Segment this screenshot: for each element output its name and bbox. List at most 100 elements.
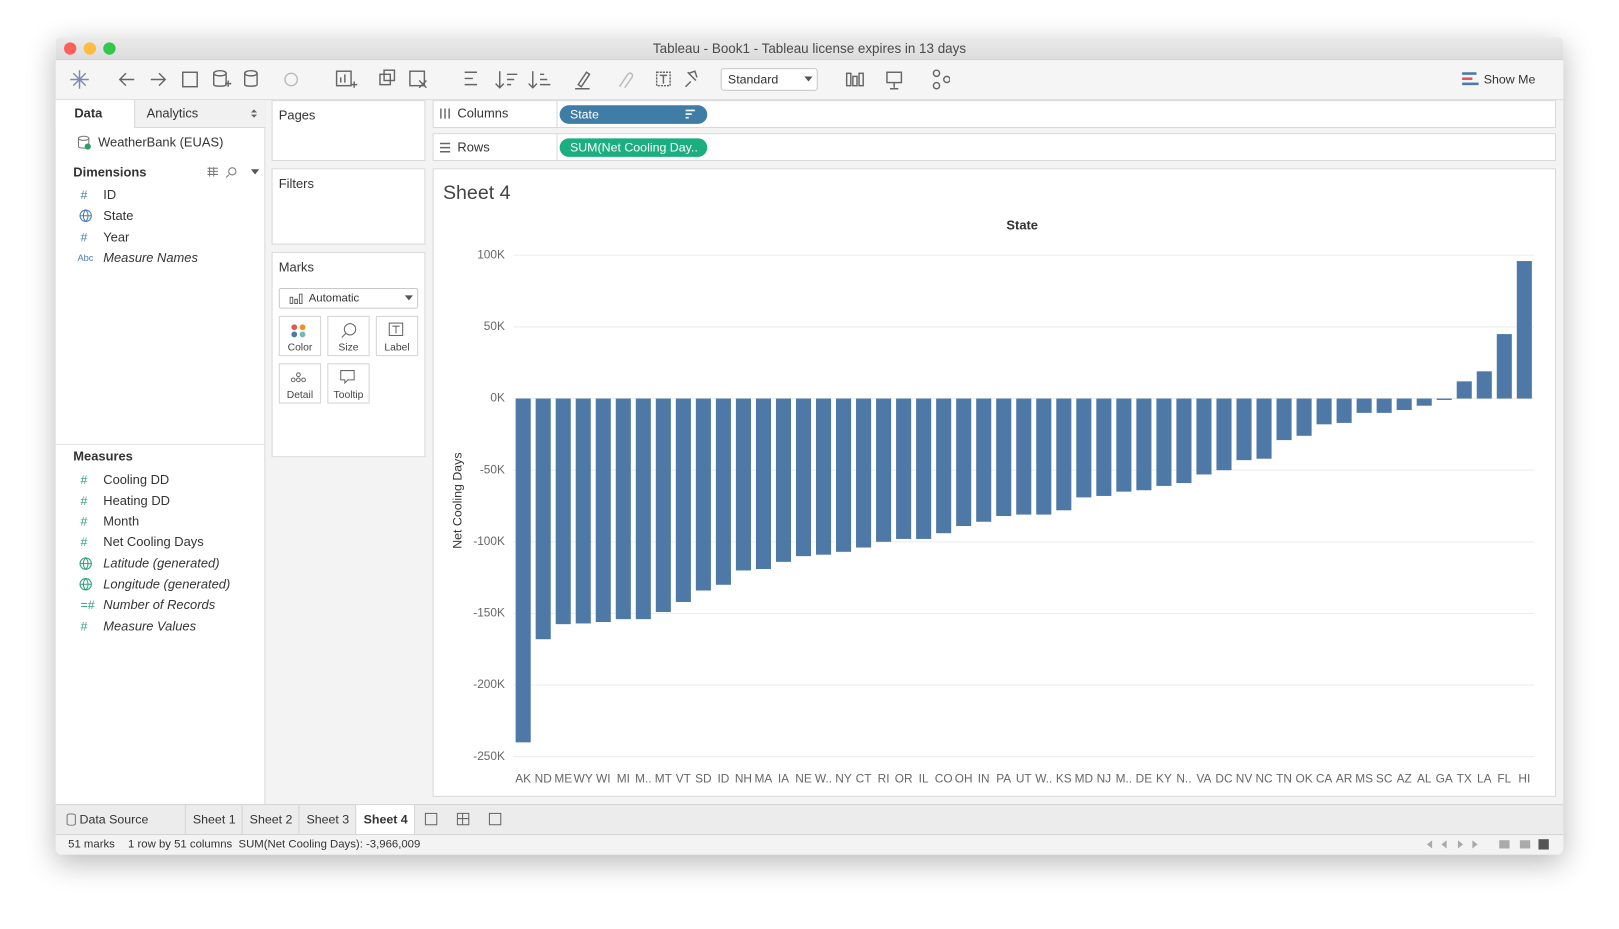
columns-pill[interactable] <box>559 105 708 124</box>
x-tick-label: WI <box>596 771 611 785</box>
analytics-tab[interactable]: Analytics <box>146 106 199 121</box>
globe-icon <box>79 209 92 223</box>
pages-card[interactable] <box>271 100 426 162</box>
globe-lines <box>80 557 92 570</box>
new-worksheet-tab[interactable] <box>424 812 438 826</box>
toolbar-icons <box>70 69 950 90</box>
detail-dot <box>296 372 301 378</box>
x-tick-label: SD <box>695 771 711 785</box>
bar <box>856 398 872 548</box>
analytics-tab-bg[interactable] <box>134 100 266 128</box>
field-name[interactable]: Net Cooling Days <box>103 535 204 550</box>
mark-button[interactable] <box>327 363 370 404</box>
show-me-button[interactable]: Show Me <box>1483 72 1536 87</box>
datasource-icon <box>77 135 91 150</box>
close-button[interactable] <box>64 42 77 55</box>
pause-updates[interactable] <box>243 69 258 87</box>
filters-card[interactable] <box>271 168 426 245</box>
mark-button[interactable] <box>278 315 322 357</box>
field-name[interactable]: Measure Names <box>103 250 198 266</box>
mark-button-label: Detail <box>286 389 314 402</box>
field-name[interactable]: ID <box>103 187 117 203</box>
sheet-tab-label: Sheet 3 <box>306 812 350 827</box>
new-worksheet[interactable] <box>335 70 358 88</box>
field-name[interactable]: Longitude (generated) <box>103 577 231 592</box>
new-story-tab[interactable] <box>488 812 502 826</box>
bar <box>836 398 852 552</box>
x-tick-label: IA <box>778 771 789 785</box>
x-tick-label: N.. <box>1176 771 1191 785</box>
columns-pill-label: State <box>569 107 599 122</box>
y-tick-label: 0K <box>490 391 505 405</box>
y-tick-label: -150K <box>473 606 505 620</box>
swap[interactable] <box>464 71 478 86</box>
minimize-button[interactable] <box>83 42 97 55</box>
field-name[interactable]: Number of Records <box>103 597 216 613</box>
bar <box>1396 398 1412 411</box>
mark-type-dropdown[interactable] <box>278 287 419 309</box>
sheet-tab[interactable] <box>243 805 300 835</box>
sheet-tab-label: Sheet 2 <box>249 812 293 827</box>
bar <box>1256 398 1272 459</box>
filters-label: Filters <box>278 176 314 191</box>
mark-type-arrow <box>404 295 414 301</box>
zoom-button[interactable] <box>103 42 116 55</box>
data-tab[interactable]: Data <box>74 106 103 121</box>
bar <box>755 398 771 570</box>
field-name[interactable]: Cooling DD <box>103 472 170 487</box>
field-name[interactable]: Month <box>103 514 140 529</box>
bar <box>595 398 611 623</box>
sort-desc[interactable] <box>528 71 551 89</box>
x-tick-label: FL <box>1497 771 1511 785</box>
mark-button[interactable] <box>327 315 370 357</box>
clear-sheet[interactable] <box>409 70 427 89</box>
datasource-name[interactable]: WeatherBank (EUAS) <box>98 135 224 150</box>
window-title: Tableau - Book1 - Tableau license expire… <box>652 40 967 57</box>
bar <box>535 398 551 640</box>
field-name[interactable]: Latitude (generated) <box>103 556 220 571</box>
refresh[interactable] <box>284 72 299 87</box>
field-name[interactable]: Measure Values <box>103 618 197 634</box>
mark-button[interactable] <box>278 363 322 404</box>
x-tick-label: VA <box>1196 771 1211 785</box>
highlight[interactable] <box>575 71 591 90</box>
show-me-icon <box>1462 72 1479 86</box>
measures-header: Measures <box>73 449 133 464</box>
redo[interactable] <box>150 72 167 87</box>
datasource-tab-icon <box>66 813 76 826</box>
x-tick-label: NY <box>835 771 852 785</box>
sheet-tab[interactable] <box>356 805 416 835</box>
tableau-logo[interactable] <box>70 70 89 89</box>
rows-pill-label: SUM(Net Cooling Day.. <box>569 140 698 155</box>
rows-pill[interactable] <box>559 138 708 157</box>
status-marks: 51 marks <box>68 838 115 851</box>
fix-axes[interactable] <box>685 70 698 88</box>
bar <box>655 398 671 612</box>
share[interactable] <box>932 69 950 90</box>
duplicate[interactable] <box>379 69 396 86</box>
sheet-tab[interactable] <box>56 805 186 835</box>
cards-toggle[interactable] <box>845 72 864 87</box>
bar <box>555 398 571 625</box>
save[interactable] <box>182 71 198 88</box>
mark-button-icon <box>291 324 306 338</box>
columns-label: Columns <box>457 106 509 121</box>
field-name[interactable]: Year <box>103 229 130 245</box>
new-datasource[interactable] <box>213 69 232 87</box>
presentation[interactable] <box>886 71 903 90</box>
undo[interactable] <box>118 72 135 87</box>
field-name[interactable]: State <box>103 208 134 224</box>
sheet-tab[interactable] <box>299 805 357 835</box>
x-tick-label: DE <box>1136 771 1153 785</box>
bar <box>1336 398 1352 423</box>
bar <box>1056 398 1072 511</box>
sheet-tab[interactable] <box>186 805 243 835</box>
group[interactable] <box>618 72 634 89</box>
bar <box>675 398 691 602</box>
fit-dropdown[interactable] <box>720 68 818 91</box>
bar <box>1156 398 1172 486</box>
field-name[interactable]: Heating DD <box>103 493 170 508</box>
sort-asc[interactable] <box>495 71 518 89</box>
label-toggle[interactable] <box>655 71 671 87</box>
